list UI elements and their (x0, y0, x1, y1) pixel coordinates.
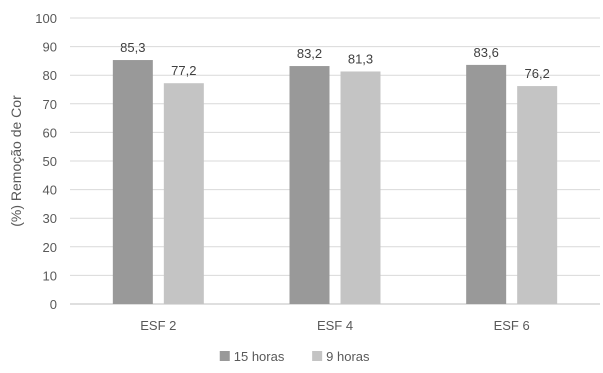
data-label: 77,2 (171, 63, 196, 78)
y-tick-label: 50 (43, 154, 57, 169)
x-tick-label: ESF 6 (494, 318, 530, 333)
data-label: 81,3 (348, 51, 373, 66)
y-tick-label: 100 (35, 11, 57, 26)
x-tick-label: ESF 4 (317, 318, 353, 333)
legend-label: 15 horas (234, 349, 285, 364)
bar-esf-6-series-1 (517, 86, 558, 305)
data-label: 83,2 (297, 46, 322, 61)
data-label: 76,2 (525, 66, 550, 81)
y-tick-label: 40 (43, 183, 57, 198)
y-tick-label: 20 (43, 240, 57, 255)
bar-esf-6-series-0 (466, 64, 507, 305)
bar-esf-2-series-0 (112, 60, 153, 305)
legend-swatch (312, 351, 323, 361)
data-label: 85,3 (120, 40, 145, 55)
x-tick-label: ESF 2 (140, 318, 176, 333)
bar-esf-2-series-1 (163, 83, 204, 304)
bar-esf-4-series-1 (340, 71, 381, 305)
y-tick-label: 60 (43, 125, 57, 140)
y-tick-label: 0 (50, 297, 57, 312)
y-tick-label: 80 (43, 68, 57, 83)
y-tick-label: 70 (43, 97, 57, 112)
axes: 0 10 20 30 40 50 60 70 80 90 100 (%) Remoção de Cor… (8, 11, 600, 333)
data-labels: 85,3 77,2 83,2 81,3 83,6 76,2 (120, 40, 550, 81)
y-tick-label: 30 (43, 211, 57, 226)
legend: 15 horas 9 horas (219, 349, 370, 364)
y-axis-title: (%) Remoção de Cor (8, 95, 24, 227)
data-label: 83,6 (474, 45, 499, 60)
legend-swatch (219, 351, 230, 361)
gridlines (70, 17, 600, 276)
y-tick-label: 90 (43, 40, 57, 55)
bar-esf-4-series-0 (289, 66, 330, 304)
legend-label: 9 horas (326, 349, 370, 364)
bars (112, 60, 558, 305)
y-tick-label: 10 (43, 268, 57, 283)
